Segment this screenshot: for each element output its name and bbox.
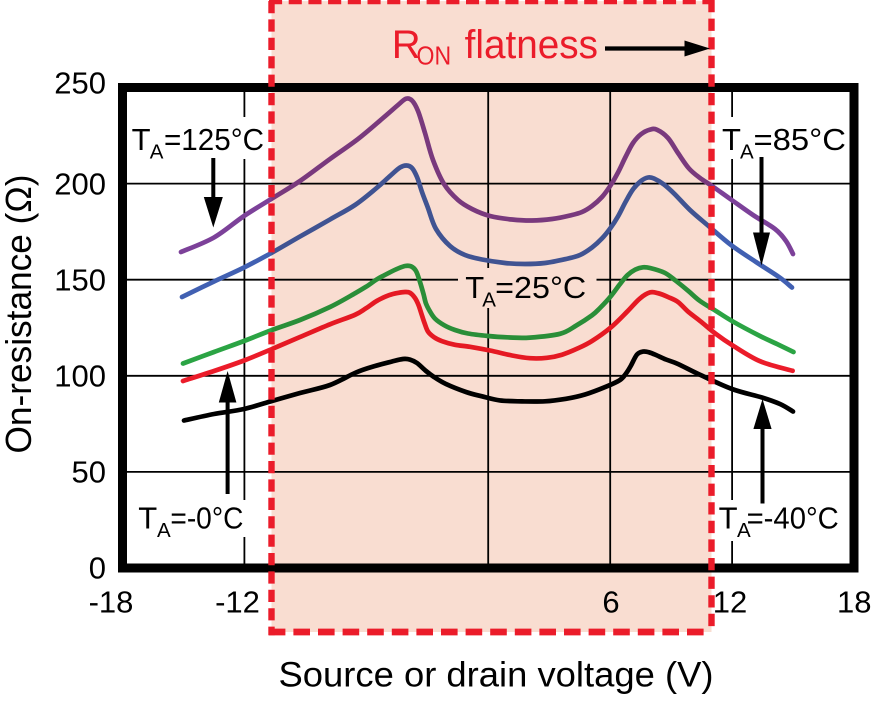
svg-text:A: A (157, 519, 171, 542)
svg-text:-12: -12 (215, 585, 260, 620)
svg-text:A: A (740, 141, 754, 164)
svg-text:T: T (722, 122, 741, 157)
svg-text:-18: -18 (89, 585, 134, 620)
svg-text:On-resistance (Ω): On-resistance (Ω) (0, 175, 39, 454)
svg-text:T: T (132, 122, 151, 157)
svg-text:0: 0 (89, 550, 106, 585)
svg-text:A: A (150, 141, 164, 164)
svg-text:T: T (719, 500, 738, 535)
svg-text:100: 100 (54, 358, 106, 393)
svg-text:250: 250 (54, 66, 106, 101)
svg-text:=-40°C: =-40°C (747, 500, 839, 535)
svg-text:ON: ON (417, 41, 452, 71)
svg-text:flatness: flatness (465, 23, 598, 67)
svg-text:R: R (392, 23, 421, 67)
svg-text:=85°C: =85°C (754, 122, 847, 157)
svg-text:=125°C: =125°C (164, 122, 264, 157)
svg-text:=-0°C: =-0°C (170, 500, 243, 535)
svg-text:200: 200 (54, 167, 106, 202)
svg-text:Source or drain voltage (V): Source or drain voltage (V) (279, 654, 714, 694)
svg-text:150: 150 (54, 262, 106, 297)
svg-text:A: A (737, 519, 751, 542)
svg-text:18: 18 (837, 585, 871, 620)
svg-text:T: T (138, 500, 157, 535)
svg-text:12: 12 (713, 585, 747, 620)
svg-text:50: 50 (72, 454, 106, 489)
